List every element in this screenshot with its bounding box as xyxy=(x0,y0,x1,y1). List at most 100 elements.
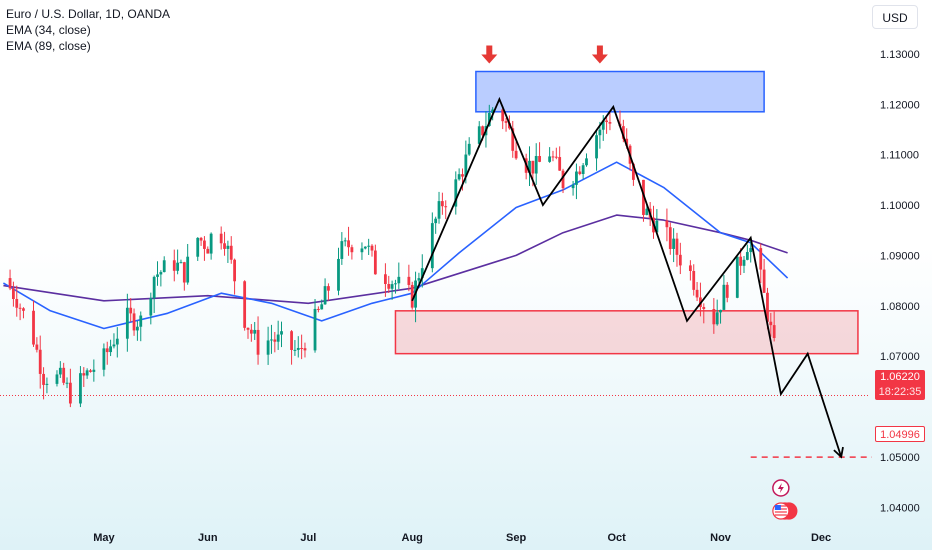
candle-body xyxy=(665,220,669,228)
candle-body xyxy=(340,241,344,259)
candle-body xyxy=(511,128,515,151)
resistance-zone xyxy=(475,70,765,113)
candle-body xyxy=(384,274,387,285)
candle-body xyxy=(89,370,92,372)
candle-body xyxy=(554,156,558,158)
y-tick-label: 1.13000 xyxy=(880,49,920,61)
candle-body xyxy=(270,339,273,341)
candle-body xyxy=(363,246,367,249)
pattern-drawing[interactable] xyxy=(411,96,844,459)
candle-body xyxy=(249,329,253,334)
candle-body xyxy=(327,286,330,291)
candle-body xyxy=(491,109,495,113)
candle-body xyxy=(226,245,230,249)
candle-body xyxy=(313,308,317,351)
candle-body xyxy=(102,348,106,370)
candle-body xyxy=(531,160,535,174)
legend-ema34: EMA (34, close) xyxy=(6,23,91,37)
candle-body xyxy=(501,109,505,122)
candle-body xyxy=(672,238,676,249)
candle-body xyxy=(22,308,25,311)
candle-body xyxy=(759,248,763,270)
candle-body xyxy=(678,254,682,266)
candle-body xyxy=(65,382,69,384)
candle-body xyxy=(246,327,250,330)
candle-body xyxy=(253,329,257,334)
candle-body xyxy=(407,276,411,285)
candle-body xyxy=(725,284,729,298)
candle-body xyxy=(487,112,491,126)
candle-body xyxy=(209,233,213,254)
y-tick-label: 1.10000 xyxy=(880,200,920,212)
pattern-arrowhead xyxy=(833,446,844,459)
candle-body xyxy=(293,349,297,351)
candles xyxy=(8,104,776,408)
candle-body xyxy=(360,248,364,253)
candle-body xyxy=(55,374,59,384)
candle-body xyxy=(367,245,371,247)
candle-body xyxy=(199,237,203,241)
candle-body xyxy=(280,331,283,335)
candle-body xyxy=(692,270,696,290)
markers xyxy=(481,45,608,64)
candle-body xyxy=(82,373,86,376)
candle-body xyxy=(595,135,598,159)
legend-ema89: EMA (89, close) xyxy=(6,39,91,53)
candle-body xyxy=(387,284,391,289)
zones xyxy=(0,70,872,458)
candle-body xyxy=(136,326,139,331)
candle-body xyxy=(79,373,82,404)
candle-body xyxy=(38,349,42,374)
candle-body xyxy=(464,154,468,177)
candle-body xyxy=(58,367,62,375)
down-arrow-icon xyxy=(591,45,608,64)
candle-body xyxy=(645,208,649,215)
event-icons[interactable] xyxy=(772,479,798,520)
candle-body xyxy=(176,262,180,271)
candle-body xyxy=(15,298,19,308)
down-arrow-icon xyxy=(481,45,498,64)
candle-body xyxy=(85,370,89,376)
x-tick-label: Nov xyxy=(710,532,732,544)
candle-body xyxy=(571,184,575,189)
x-tick-label: Jun xyxy=(198,532,218,544)
candle-body xyxy=(373,250,377,275)
candle-body xyxy=(504,121,508,123)
candle-body xyxy=(12,288,15,299)
candle-body xyxy=(551,156,555,158)
candle-body xyxy=(766,292,769,322)
legend-title: Euro / U.S. Dollar, 1D, OANDA xyxy=(6,7,171,21)
candle-body xyxy=(186,256,190,283)
candle-body xyxy=(772,325,776,339)
candle-body xyxy=(290,331,293,350)
currency-button[interactable]: USD xyxy=(872,5,918,29)
candle-body xyxy=(575,171,578,185)
candle-body xyxy=(320,304,324,310)
candle-body xyxy=(196,237,200,257)
candle-body xyxy=(538,156,541,162)
y-tick-label: 1.04000 xyxy=(880,502,920,514)
candle-body xyxy=(621,126,625,139)
candle-body xyxy=(149,298,153,316)
candle-body xyxy=(182,262,186,283)
candle-body xyxy=(742,259,746,266)
candle-body xyxy=(528,160,531,173)
candle-body xyxy=(343,240,347,242)
candle-body xyxy=(45,383,49,385)
candle-body xyxy=(350,247,354,253)
candle-body xyxy=(152,276,156,299)
candle-body xyxy=(477,126,481,144)
candle-body xyxy=(719,309,722,313)
flag-canton xyxy=(774,505,781,510)
candle-body xyxy=(655,220,659,233)
candle-body xyxy=(62,367,66,383)
target-price-tag: 1.04996 xyxy=(875,426,925,442)
candle-body xyxy=(722,284,726,310)
candle-body xyxy=(223,243,226,249)
candle-body xyxy=(601,120,605,130)
y-tick-label: 1.12000 xyxy=(880,99,920,111)
candle-body xyxy=(481,126,484,136)
candle-body xyxy=(675,238,679,255)
